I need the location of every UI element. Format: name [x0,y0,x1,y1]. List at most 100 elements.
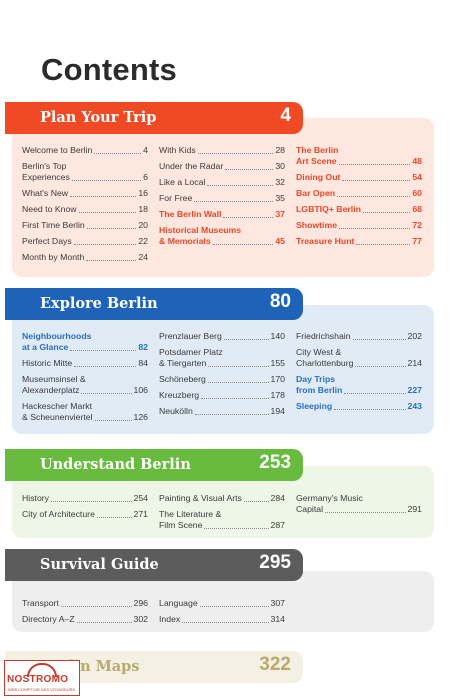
toc-entry[interactable]: Treasure Hunt 77 [296,236,422,247]
toc-entry[interactable]: Germany's Music Capital 291 [296,493,422,515]
toc-entry[interactable]: Schöneberg 170 [159,374,285,385]
leader-dots [356,244,411,245]
toc-entry-label: Film Scene [159,520,203,530]
toc-entry[interactable]: Prenzlauer Berg 140 [159,331,285,342]
toc-entry[interactable]: Showtime 72 [296,220,422,231]
toc-entry[interactable]: The Berlin Art Scene 48 [296,145,422,167]
toc-entry[interactable]: History 254 [22,493,148,504]
nostromo-logo: NOSTROMO WEB COMPTOIR DES VOYAGEURS [4,660,80,696]
toc-entry-label: & Tiergarten [159,358,207,368]
toc-entry[interactable]: City West & Charlottenburg 214 [296,347,422,369]
toc-entry-label: The Berlin [296,145,339,155]
toc-entry[interactable]: Historical Museums & Memorials 45 [159,225,285,247]
toc-entry[interactable]: Welcome to Berlin 4 [22,145,148,156]
toc-entry-label: Historical Museums [159,225,242,235]
toc-entry[interactable]: First Time Berlin 20 [22,220,148,231]
toc-entry-label: Like a Local [159,177,206,187]
leader-dots [344,393,406,394]
toc-entry[interactable]: Kreuzberg 178 [159,390,285,401]
section-banner-understand[interactable]: Understand Berlin 253 [5,449,303,481]
toc-entry-label: & Memorials [159,236,211,246]
toc-entry-label: Need to Know [22,204,77,214]
section-banner-explore[interactable]: Explore Berlin 80 [5,288,303,320]
toc-entry-page: 37 [275,209,285,219]
leader-dots [94,153,142,154]
toc-entry-label: Treasure Hunt [296,236,355,246]
toc-entry[interactable]: Museumsinsel & Alexanderplatz 106 [22,374,148,396]
leader-dots [197,153,274,154]
toc-entry[interactable]: Neighbourhoods at a Glance 82 [22,331,148,353]
toc-entry-page: 194 [270,406,286,416]
toc-entry[interactable]: Day Trips from Berlin 227 [296,374,422,396]
toc-entry-label: Neukölln [159,406,193,416]
toc-entry[interactable]: City of Architecture 271 [22,509,148,520]
toc-entry-label: Painting & Visual Arts [159,493,242,503]
toc-entry[interactable]: LGBTIQ+ Berlin 68 [296,204,422,215]
section-page: 322 [259,654,291,675]
toc-entry[interactable]: Potsdamer Platz & Tiergarten 155 [159,347,285,369]
leader-dots [362,212,411,213]
toc-entry-page: 16 [138,188,148,198]
toc-entry[interactable]: Month by Month 24 [22,252,148,263]
toc-entry-label: Sleeping [296,401,333,411]
toc-entry[interactable]: Transport 296 [22,598,148,609]
toc-entry-label: Language [159,598,198,608]
toc-entry[interactable]: The Literature & Film Scene 287 [159,509,285,531]
toc-entry-page: 22 [138,236,148,246]
toc-entry-page: 214 [407,358,423,368]
toc-entry[interactable]: Painting & Visual Arts 284 [159,493,285,504]
section-title: Survival Guide [40,556,159,573]
toc-entry[interactable]: Like a Local 32 [159,177,285,188]
toc-entry[interactable]: Language 307 [159,598,285,609]
leader-dots [70,196,137,197]
toc-entry[interactable]: For Free 35 [159,193,285,204]
toc-entry-page: 291 [407,504,423,514]
leader-dots [243,501,269,502]
toc-entry-label: Capital [296,504,324,514]
toc-entry-label: Perfect Days [22,236,72,246]
toc-entry-label: Friedrichshain [296,331,351,341]
toc-entry[interactable]: Perfect Days 22 [22,236,148,247]
toc-entry[interactable]: Under the Radar 30 [159,161,285,172]
toc-entry[interactable]: With Kids 28 [159,145,285,156]
leader-dots [76,622,132,623]
toc-entry-label: from Berlin [296,385,343,395]
toc-entry-label: Experiences [22,172,70,182]
toc-entry-label: Hackescher Markt [22,401,93,411]
toc-entry-page: 106 [133,385,149,395]
logo-name: NOSTROMO [7,674,69,685]
section-banner-survival[interactable]: Survival Guide 295 [5,549,303,581]
toc-entry[interactable]: Historic Mitte 84 [22,358,148,369]
toc-entry[interactable]: Sleeping 243 [296,401,422,412]
toc-entry-page: 202 [407,331,423,341]
toc-entry-page: 307 [270,598,286,608]
toc-entry[interactable]: The Berlin Wall 37 [159,209,285,220]
leader-dots [81,393,132,394]
toc-entry[interactable]: Directory A–Z 302 [22,614,148,625]
section-banner-plan[interactable]: Plan Your Trip 4 [5,102,303,134]
toc-entry-page: 84 [138,358,148,368]
toc-entry-page: 140 [270,331,286,341]
toc-entry[interactable]: Dining Out 54 [296,172,422,183]
toc-entry-page: 72 [412,220,422,230]
toc-entry-label: Month by Month [22,252,85,262]
toc-entry-page: 68 [412,204,422,214]
toc-entry-label: LGBTIQ+ Berlin [296,204,361,214]
toc-entry[interactable]: Index 314 [159,614,285,625]
toc-entry-page: 30 [275,161,285,171]
toc-entry-page: 54 [412,172,422,182]
toc-entry-page: 4 [143,145,148,155]
toc-entry-page: 45 [275,236,285,246]
toc-entry-page: 271 [133,509,149,519]
toc-entry[interactable]: Need to Know 18 [22,204,148,215]
toc-entry-page: 314 [270,614,286,624]
toc-entry[interactable]: Neukölln 194 [159,406,285,417]
toc-entry[interactable]: Hackescher Markt & Scheunenviertel 126 [22,401,148,423]
toc-entry[interactable]: Friedrichshain 202 [296,331,422,342]
toc-entry[interactable]: Berlin's Top Experiences 6 [22,161,148,183]
toc-entry[interactable]: What's New 16 [22,188,148,199]
toc-entry-label: Showtime [296,220,338,230]
toc-entry-page: 20 [138,220,148,230]
section-title: Plan Your Trip [40,109,157,126]
toc-entry[interactable]: Bar Open 60 [296,188,422,199]
